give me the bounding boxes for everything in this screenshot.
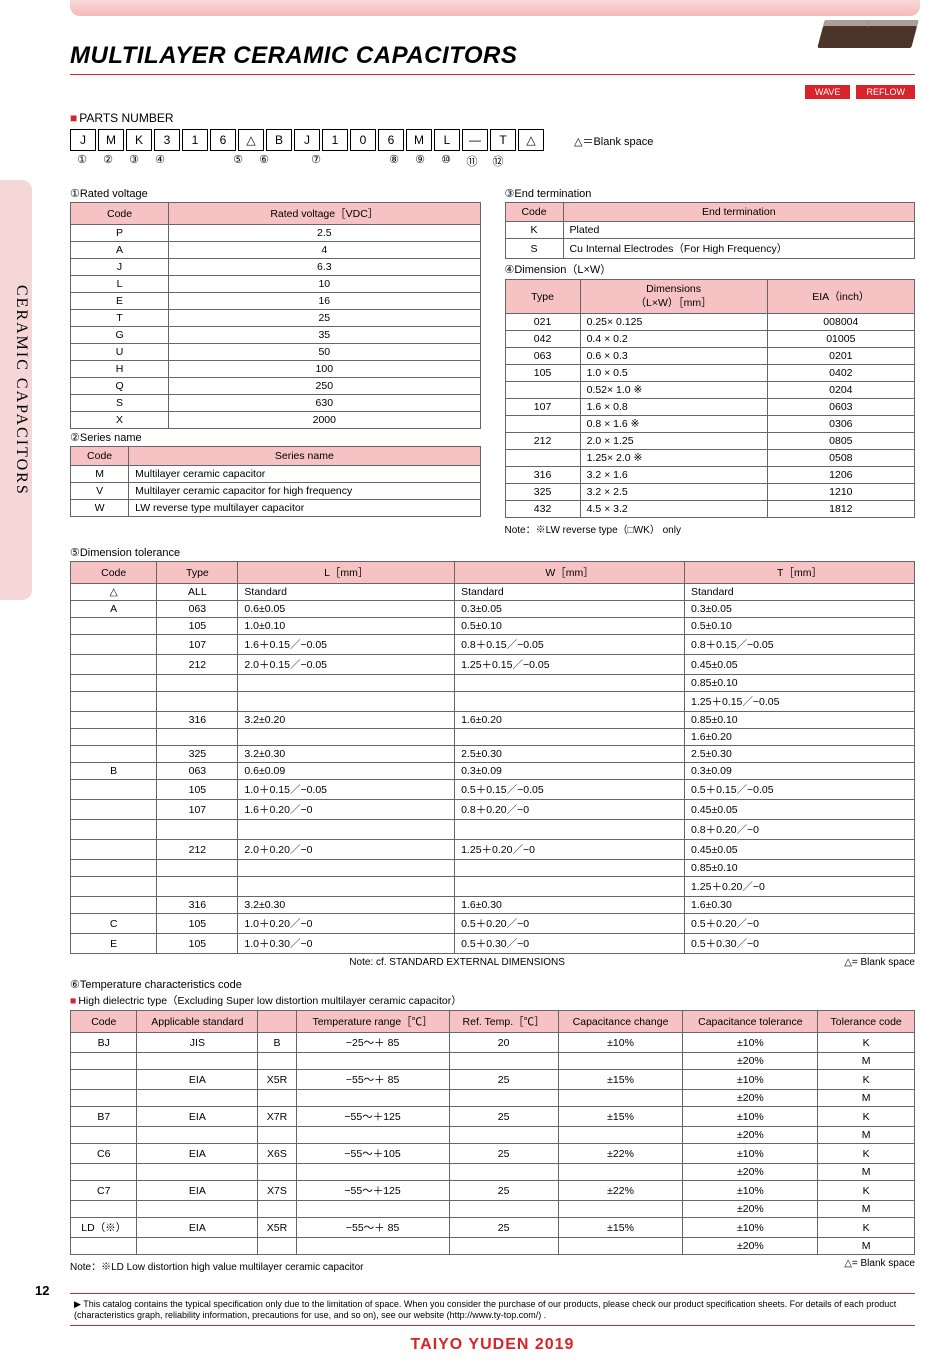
t6-note-r: △= Blank space (844, 1258, 915, 1273)
page-title: MULTILAYER CERAMIC CAPACITORS (70, 42, 915, 70)
table-rated-voltage: CodeRated voltage［VDC］P2.5A4J6.3L10E16T2… (70, 202, 481, 429)
t6-title: ⑥Temperature characteristics code (70, 978, 915, 991)
t5-note-r: △= Blank space (844, 957, 915, 968)
t5-note-c: Note: cf. STANDARD EXTERNAL DIMENSIONS (349, 957, 565, 968)
catalog-note: ▶ This catalog contains the typical spec… (70, 1293, 915, 1326)
t5-title: ⑤Dimension tolerance (70, 546, 915, 559)
t4-note: Note：※LW reverse type（□WK） only (505, 521, 916, 536)
t4-title: ④Dimension（L×W） (505, 261, 916, 277)
t2-title: ②Series name (70, 431, 481, 444)
badge-wave: WAVE (805, 85, 851, 99)
table-tempchar: CodeApplicable standardTemperature range… (70, 1010, 915, 1255)
blank-note: △＝Blank space (574, 129, 653, 149)
badges: WAVE REFLOW (70, 85, 915, 99)
table-termination: CodeEnd terminationKPlatedSCu Internal E… (505, 202, 916, 259)
product-image (827, 20, 915, 51)
t6-note-l: Note：※LD Low distortion high value multi… (70, 1258, 363, 1273)
t6-sub: High dielectric type（Excluding Super low… (70, 993, 915, 1008)
parts-number-hd: PARTS NUMBER (70, 111, 915, 125)
t1-title: ①Rated voltage (70, 187, 481, 200)
part-indices: ①②③④⑤⑥⑦⑧⑨⑩⑪⑫ (70, 151, 544, 169)
badge-reflow: REFLOW (856, 85, 915, 99)
brand: TAIYO YUDEN 2019 (70, 1336, 915, 1354)
t3-title: ③End termination (505, 187, 916, 200)
part-boxes: JMK316△BJ106ML—T△ (70, 129, 544, 151)
page-number: 12 (35, 1283, 49, 1298)
table-series: CodeSeries nameMMultilayer ceramic capac… (70, 446, 481, 517)
table-tolerance: CodeTypeL［mm］W［mm］T［mm］△ALLStandardStand… (70, 561, 915, 954)
table-dimension: TypeDimensions（L×W）［mm］EIA（inch）0210.25×… (505, 279, 916, 518)
